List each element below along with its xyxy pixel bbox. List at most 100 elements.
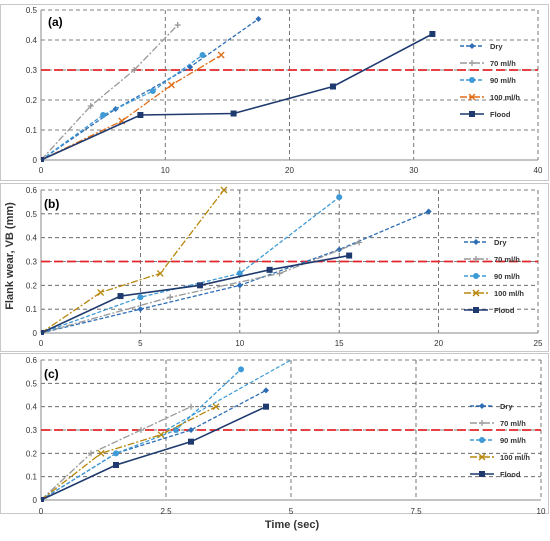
marker-stroke [156, 269, 164, 277]
data-point-90-ml-h [238, 366, 244, 373]
legend-swatch-marker [469, 60, 475, 66]
legend-label: 90 ml/h [500, 436, 526, 445]
legend-label: 70 ml/h [500, 419, 526, 428]
x-tick-label: 7.5 [410, 507, 422, 516]
data-point-flood [429, 31, 436, 37]
marker-stroke [168, 81, 175, 89]
data-point-flood [137, 112, 144, 118]
series-line-flood [41, 33, 433, 161]
y-tick-label: 0.4 [26, 403, 38, 412]
data-point-100-ml-h [97, 289, 105, 296]
data-point-90-ml-h [149, 88, 156, 94]
data-point-flood [263, 403, 269, 410]
marker-stroke [468, 93, 476, 101]
y-tick-label: 0.2 [26, 281, 38, 290]
data-point-90-ml-h [137, 294, 144, 301]
legend-label: Dry [494, 238, 507, 247]
y-tick-label: 0.6 [26, 186, 38, 195]
legend-label: Dry [500, 402, 513, 411]
data-point-dry [236, 282, 243, 289]
y-tick-label: 0.6 [26, 356, 38, 365]
data-point-flood [41, 157, 44, 162]
series-line-flood [41, 254, 350, 334]
y-tick-label: 0 [33, 156, 38, 165]
data-point-100-ml-h [220, 186, 228, 194]
data-point-flood [346, 252, 353, 259]
data-point-dry [188, 427, 194, 433]
x-tick-label: 0 [39, 166, 44, 175]
data-point-flood [188, 438, 194, 445]
data-point-90-ml-h [113, 450, 119, 457]
data-point-100-ml-h [97, 449, 105, 457]
panel-3: 0 0.1 0.2 0.3 0.4 0.5 0.6 0 2.5 5 7.5 10 (c) Dry 70 ml… [0, 353, 549, 516]
x-tick-label: 15 [335, 339, 344, 348]
series-group [41, 186, 432, 335]
series-line-70-ml-h [41, 241, 360, 334]
data-point-flood [117, 293, 124, 300]
series-line-dry [41, 210, 429, 334]
panel-label: (c) [44, 367, 59, 381]
y-tick-label: 0.1 [26, 126, 38, 135]
legend-swatch-marker [469, 111, 475, 117]
data-point-flood [113, 462, 119, 468]
marker-stroke [97, 449, 105, 457]
series-line-100-ml-h [41, 54, 222, 161]
x-tick-label: 10 [537, 507, 546, 516]
legend-label: 100 ml/h [490, 93, 520, 102]
data-point-70-ml-h [88, 450, 94, 457]
panel-border [0, 353, 549, 514]
x-tick-label: 10 [161, 166, 170, 175]
legend-swatch-marker [473, 239, 479, 245]
data-point-flood [197, 282, 204, 289]
y-tick-label: 0.3 [26, 66, 38, 75]
data-point-90-ml-h [100, 112, 107, 118]
legend-swatch-marker [479, 437, 485, 443]
y-tick-label: 0.1 [26, 473, 38, 482]
legend: Dry 70 ml/h 90 ml/h 100 ml/h Flood [470, 402, 530, 479]
y-tick-label: 0.2 [26, 449, 38, 458]
marker-stroke [220, 186, 228, 194]
y-tick-label: 0.1 [26, 305, 38, 314]
legend-label: Dry [490, 42, 503, 51]
legend-swatch-marker [479, 471, 485, 477]
series-group [41, 16, 436, 162]
marker-stroke [217, 51, 225, 59]
legend-label: Flood [500, 470, 521, 479]
series-line-90-ml-h [41, 54, 203, 161]
panel-border [0, 4, 549, 181]
data-point-flood [266, 266, 273, 273]
legend: Dry 70 ml/h 90 ml/h 100 ml/h Flood [464, 238, 524, 315]
y-tick-label: 0.3 [26, 258, 38, 267]
legend-swatch-marker [478, 453, 486, 461]
data-point-90-ml-h [236, 270, 243, 277]
data-point-70-ml-h [188, 403, 194, 410]
x-tick-label: 40 [534, 166, 543, 175]
data-point-100-ml-h [212, 403, 220, 411]
series-extension-line [165, 359, 292, 431]
series-group [41, 359, 292, 502]
panel-label: (b) [44, 197, 59, 211]
data-point-dry [255, 16, 262, 22]
legend-swatch-marker [473, 256, 479, 262]
series-line-dry [41, 18, 259, 161]
legend-swatch-marker [473, 273, 479, 279]
data-point-dry [263, 387, 269, 394]
data-point-90-ml-h [199, 52, 206, 58]
legend-label: 100 ml/h [494, 289, 524, 298]
data-point-100-ml-h [156, 269, 164, 277]
x-tick-label: 0 [39, 507, 44, 516]
legend-label: 70 ml/h [494, 255, 520, 264]
data-point-dry [137, 306, 144, 313]
series-line-90-ml-h [41, 196, 340, 334]
y-tick-label: 0.3 [26, 426, 38, 435]
marker-stroke [472, 289, 480, 297]
data-point-flood [230, 110, 237, 117]
data-point-70-ml-h [131, 67, 138, 73]
data-point-70-ml-h [138, 427, 144, 433]
y-tick-label: 0.5 [26, 379, 38, 388]
data-point-flood [329, 83, 336, 90]
legend-swatch-marker [479, 403, 485, 409]
legend-label: Flood [490, 110, 511, 119]
